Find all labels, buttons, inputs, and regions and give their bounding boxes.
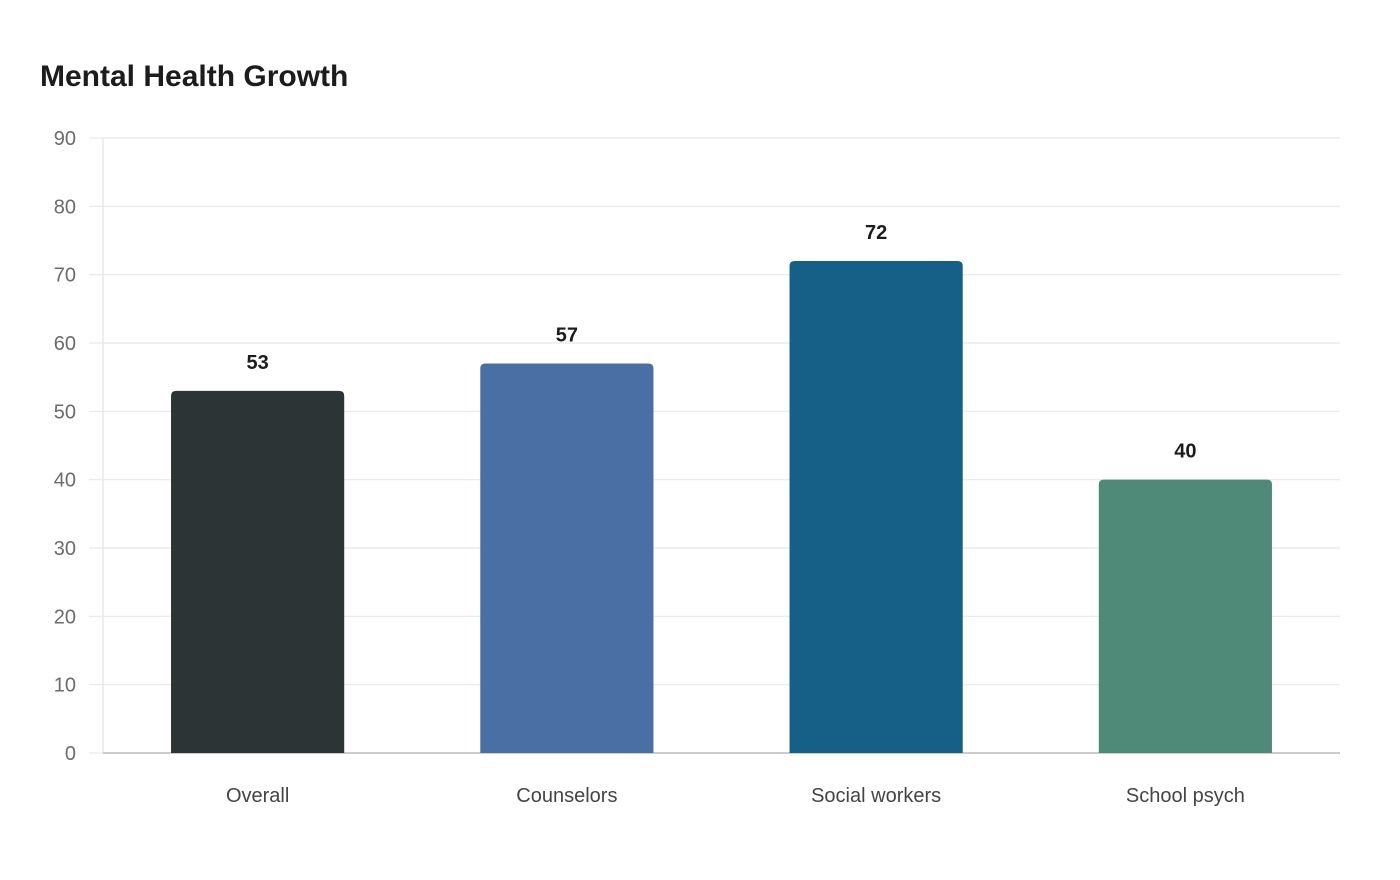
bar-overall (171, 390, 345, 753)
value-label: 53 (247, 352, 269, 374)
value-label: 72 (865, 222, 887, 244)
y-tick-label: 10 (54, 675, 76, 697)
y-tick-label: 50 (54, 401, 76, 423)
y-tick-label: 20 (54, 606, 76, 628)
bar-school-psych (1098, 479, 1272, 753)
x-category-label: Overall (226, 785, 289, 807)
value-label: 40 (1174, 441, 1196, 463)
y-axis-ticks: 0 10 20 30 40 50 60 70 80 90 (54, 128, 103, 765)
bar-social-workers (789, 261, 963, 753)
y-tick-label: 90 (54, 128, 76, 150)
x-category-label: Social workers (811, 785, 941, 807)
bars (171, 261, 1272, 753)
value-labels: 53 57 72 40 (247, 222, 1197, 463)
y-tick-label: 40 (54, 470, 76, 492)
value-label: 57 (556, 325, 578, 347)
y-tick-label: 70 (54, 265, 76, 287)
y-tick-label: 60 (54, 333, 76, 355)
x-axis-labels: Overall Counselors Social workers School ps… (226, 785, 1245, 807)
y-tick-label: 0 (65, 743, 76, 765)
y-tick-label: 30 (54, 538, 76, 560)
chart-title: Mental Health Growth (40, 60, 349, 93)
x-category-label: Counselors (516, 785, 617, 807)
y-tick-label: 80 (54, 196, 76, 218)
x-category-label: School psych (1126, 785, 1245, 807)
bar-counselors (480, 363, 654, 753)
